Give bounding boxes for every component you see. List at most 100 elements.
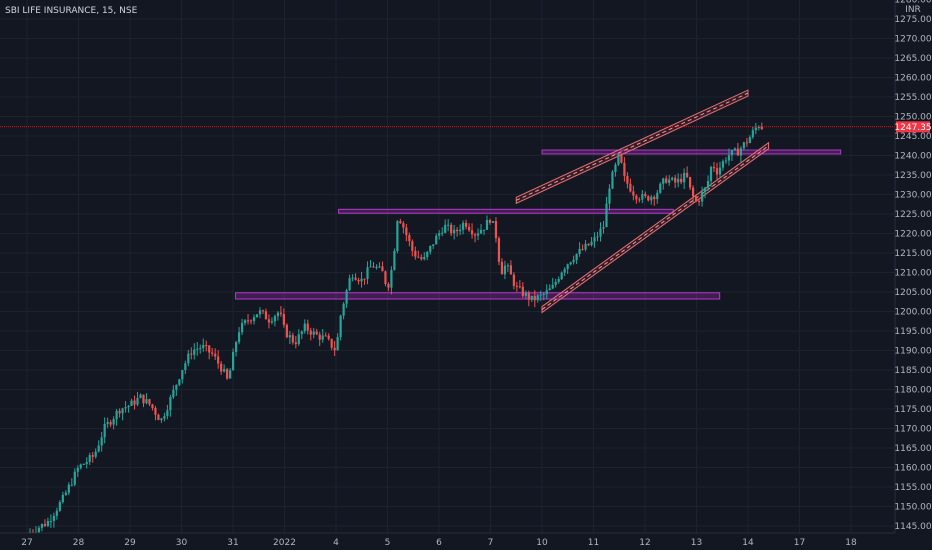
candle-body xyxy=(665,178,668,183)
candle-body xyxy=(500,261,504,275)
candle-body xyxy=(276,312,280,317)
candle-body xyxy=(240,323,244,333)
candle-body xyxy=(512,274,515,286)
candle-body xyxy=(211,352,214,354)
candle-body xyxy=(139,394,142,399)
trend-midline xyxy=(516,92,749,201)
zone-rect xyxy=(235,292,721,300)
candle-body xyxy=(429,245,432,252)
candle-body xyxy=(560,272,563,280)
price-tick-label: 1260.00 xyxy=(894,74,931,84)
price-tick-label: 1235.00 xyxy=(894,171,931,181)
zone-rect xyxy=(541,149,842,155)
candle-body xyxy=(49,520,52,522)
candle-body xyxy=(599,228,602,237)
candle-body xyxy=(739,148,742,156)
candle-body xyxy=(342,303,345,316)
candle-body xyxy=(542,294,545,296)
candle-body xyxy=(130,400,133,406)
candle-body xyxy=(294,342,297,345)
candle-body xyxy=(333,347,336,351)
candle-body xyxy=(306,323,309,331)
candle-body xyxy=(680,178,683,183)
candle-body xyxy=(396,221,399,251)
candle-body xyxy=(366,267,369,279)
candle-body xyxy=(232,351,235,371)
time-tick-label: 13 xyxy=(691,538,702,548)
candle-body xyxy=(703,187,707,193)
candle-body xyxy=(614,164,617,172)
candle-body xyxy=(387,284,390,288)
candle-body xyxy=(602,227,605,229)
candle-body xyxy=(435,235,438,245)
candle-body xyxy=(509,265,512,275)
candle-body xyxy=(464,222,468,227)
candle-body xyxy=(273,316,277,322)
candle-body xyxy=(324,335,327,337)
candle-body xyxy=(488,220,492,223)
candle-body xyxy=(363,278,366,280)
candle-body xyxy=(605,203,608,228)
candle-body xyxy=(127,405,130,408)
candle-body xyxy=(252,317,256,321)
candle-body xyxy=(178,379,181,385)
candle-body xyxy=(190,353,193,355)
price-tick-label: 1195.00 xyxy=(894,327,931,337)
candle-body xyxy=(527,292,530,300)
candle-body xyxy=(482,229,486,231)
candle-body xyxy=(420,257,423,260)
candle-body xyxy=(554,281,557,285)
price-tick-label: 1175.00 xyxy=(894,405,931,415)
time-tick-label: 5 xyxy=(385,538,391,548)
candle-body xyxy=(441,232,444,234)
candle-body xyxy=(169,397,172,411)
candle-body xyxy=(485,220,489,230)
candle-body xyxy=(724,160,728,162)
price-tick-label: 1270.00 xyxy=(894,35,931,45)
candle-body xyxy=(706,181,710,188)
candle-body xyxy=(575,254,578,260)
candle-body xyxy=(339,315,342,338)
candle-body xyxy=(58,502,61,511)
candle-body xyxy=(208,345,211,353)
candle-body xyxy=(617,154,620,165)
price-tick-label: 1245.00 xyxy=(894,132,931,142)
candle-body xyxy=(85,462,88,464)
candle-body xyxy=(456,229,459,232)
candle-body xyxy=(650,196,653,201)
candle-body xyxy=(154,408,157,415)
candle-body xyxy=(754,127,757,131)
time-tick-label: 2022 xyxy=(273,538,296,548)
candle-body xyxy=(656,192,659,200)
candle-body xyxy=(145,399,148,404)
candle-body xyxy=(608,188,611,204)
candle-body xyxy=(414,250,417,257)
candle-body xyxy=(151,404,154,409)
time-tick-label: 4 xyxy=(333,538,339,548)
candle-body xyxy=(106,422,109,424)
candle-body xyxy=(700,192,704,202)
candle-body xyxy=(712,166,716,169)
candle-body xyxy=(172,389,175,398)
candle-body xyxy=(569,262,572,265)
candle-body xyxy=(390,270,393,288)
candle-body xyxy=(223,369,226,372)
candle-body xyxy=(629,183,632,192)
candle-body xyxy=(234,342,238,352)
candle-body xyxy=(91,455,94,457)
candle-body xyxy=(282,314,285,325)
price-tick-label: 1210.00 xyxy=(894,269,931,279)
candle-body xyxy=(578,248,581,255)
time-tick-label: 27 xyxy=(21,538,32,548)
candle-body xyxy=(447,224,450,226)
time-tick-label: 28 xyxy=(73,538,85,548)
candle-body xyxy=(596,236,599,238)
price-tick-label: 1145.00 xyxy=(894,522,931,532)
price-tick-label: 1220.00 xyxy=(894,230,931,240)
candle-body xyxy=(545,290,548,295)
candle-body xyxy=(727,155,731,161)
candle-body xyxy=(261,310,265,312)
candle-body xyxy=(255,314,259,318)
candle-body xyxy=(112,419,115,425)
